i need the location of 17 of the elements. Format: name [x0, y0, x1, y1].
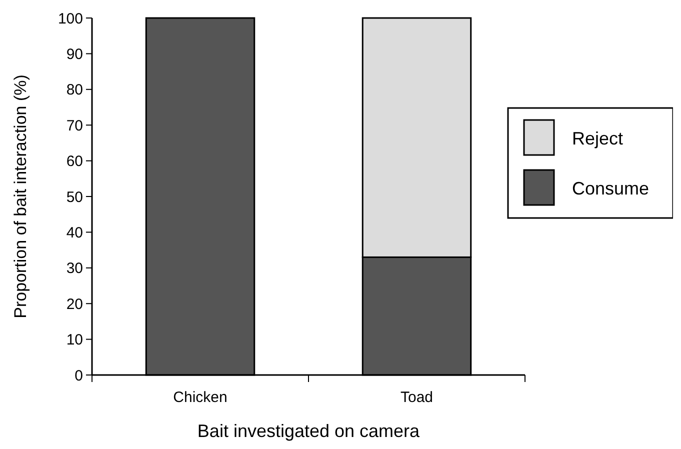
y-tick-label: 40 [66, 224, 83, 242]
y-tick-label: 10 [66, 332, 83, 349]
y-axis-title: Proportion of bait interaction (%) [11, 74, 30, 318]
y-tick-label: 100 [58, 10, 83, 28]
x-tick-label: Toad [400, 389, 434, 406]
legend-label: Reject [572, 128, 624, 148]
y-tick-label: 20 [66, 296, 83, 313]
legend-label: Consume [572, 178, 650, 198]
y-tick-label: 70 [66, 117, 83, 134]
y-tick-label: 60 [66, 153, 83, 170]
y-tick-label: 50 [66, 188, 83, 206]
y-tick-label: 30 [66, 260, 83, 278]
y-tick-label: 90 [66, 46, 83, 63]
x-tick-label: Chicken [173, 389, 228, 406]
y-tick-label: 0 [74, 367, 83, 384]
y-tick-label: 80 [66, 82, 83, 99]
x-axis-title: Bait investigated on camera [197, 421, 421, 441]
